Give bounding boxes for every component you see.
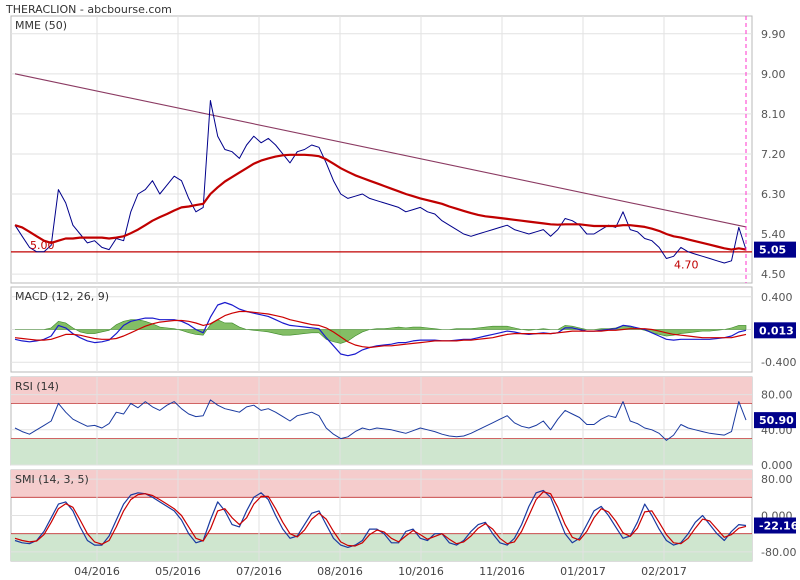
- oversold-zone: [11, 438, 752, 465]
- last-value-label: 5.05: [759, 244, 786, 257]
- panel-frame: [10, 15, 753, 284]
- rsi-line: [14, 399, 747, 441]
- y-tick-label: 7.20: [761, 148, 786, 161]
- x-tick-label: 08/2016: [317, 565, 363, 578]
- x-tick-label: 05/2016: [155, 565, 201, 578]
- last-value-box: [754, 322, 796, 339]
- y-tick-label: 80.00: [761, 473, 793, 486]
- y-tick-label: -80.00: [761, 546, 796, 559]
- mme-series: [14, 153, 747, 251]
- overbought-zone: [11, 470, 752, 498]
- y-tick-label: 9.00: [761, 68, 786, 81]
- panel-title: RSI (14): [15, 380, 59, 393]
- y-tick-label: -0.400: [761, 356, 796, 369]
- price-series: [14, 100, 747, 264]
- y-tick-label: 8.10: [761, 108, 786, 121]
- signal-line: [14, 310, 747, 349]
- overbought-zone: [11, 377, 752, 404]
- y-tick-label: 9.90: [761, 28, 786, 41]
- x-tick-label: 07/2016: [236, 565, 282, 578]
- indicator-panels: 9.90 9.00 8.10 7.20 6.30 5.40 4.50 5.00 4.70 MME …: [10, 15, 799, 562]
- x-tick-label: 04/2016: [74, 565, 120, 578]
- last-value-box: [754, 412, 796, 429]
- last-value-label: -22.16: [759, 520, 799, 533]
- last-value-label: 50.90: [759, 414, 794, 427]
- y-tick-label: 4.50: [761, 268, 786, 281]
- y-tick-label: 6.30: [761, 188, 786, 201]
- support-annotation: 5.00: [30, 239, 55, 252]
- last-value-box: [754, 517, 796, 534]
- panel-0: 9.90 9.00 8.10 7.20 6.30 5.40 4.50 5.00 4.70 MME …: [10, 15, 796, 284]
- last-value-label: 0.013: [759, 324, 794, 337]
- x-tick-label: 02/2017: [641, 565, 687, 578]
- x-axis: 04/2016 05/2016 07/2016 08/2016 10/2016 11/20…: [74, 565, 687, 578]
- panel-title: MACD (12, 26, 9): [15, 290, 109, 303]
- trendline: [14, 73, 747, 228]
- x-tick-label: 10/2016: [398, 565, 444, 578]
- y-tick-label: 0.000: [761, 459, 793, 472]
- oversold-zone: [11, 533, 752, 561]
- macd-line: [14, 301, 747, 357]
- smi-d-line: [14, 491, 747, 547]
- panel-title: MME (50): [15, 19, 67, 32]
- x-tick-label: 11/2016: [479, 565, 525, 578]
- chart-header-title: THERACLION - abcbourse.com: [5, 3, 172, 16]
- low-annotation: 4.70: [674, 258, 699, 271]
- y-tick-label: 0.400: [761, 291, 793, 304]
- last-value-box: [754, 241, 796, 258]
- y-tick-label: 5.40: [761, 228, 786, 241]
- x-tick-label: 01/2017: [560, 565, 606, 578]
- panel-title: SMI (14, 3, 5): [15, 473, 89, 486]
- y-tick-label: 80.00: [761, 389, 793, 402]
